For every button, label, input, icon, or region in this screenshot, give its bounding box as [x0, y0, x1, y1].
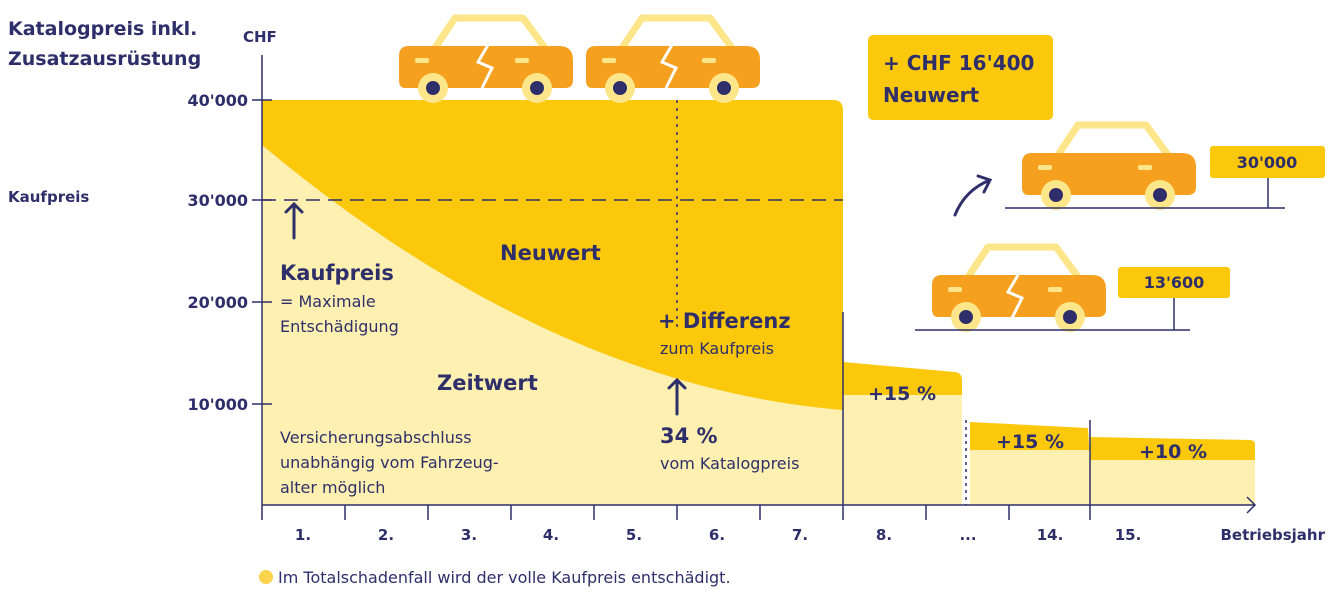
- x-tick-label: 14.: [1037, 526, 1064, 544]
- step-label: +10 %: [1139, 441, 1207, 463]
- price-label: 13'600: [1144, 273, 1205, 292]
- y-unit: CHF: [243, 28, 277, 46]
- step-area: [843, 395, 962, 505]
- price-label: 30'000: [1237, 153, 1298, 172]
- x-tick-label: ...: [959, 526, 976, 544]
- annotation-title: + Differenz: [658, 309, 791, 333]
- neuwert-box: [868, 35, 1053, 120]
- legend-dot: [259, 570, 273, 584]
- box-text: + CHF 16'400: [883, 51, 1034, 75]
- x-tick-label: 5.: [626, 526, 642, 544]
- x-tick-label: 1.: [295, 526, 311, 544]
- y-marker-label: Kaufpreis: [8, 188, 89, 206]
- step-label: +15 %: [868, 383, 936, 405]
- area-label: Zeitwert: [437, 371, 538, 395]
- area-label: Neuwert: [500, 241, 601, 265]
- x-tick-label: 3.: [461, 526, 477, 544]
- annotation: alter möglich: [280, 478, 385, 497]
- x-tick-label: 6.: [709, 526, 725, 544]
- step-area: [1090, 460, 1255, 505]
- footnote: Im Totalschadenfall wird der volle Kaufp…: [278, 568, 731, 587]
- annotation-title: 34 %: [660, 424, 718, 448]
- y-tick-label: 30'000: [187, 191, 248, 210]
- annotation: unabhängig vom Fahrzeug-: [280, 453, 499, 472]
- step-label: +15 %: [996, 431, 1064, 453]
- annotation: = Maximale: [280, 292, 376, 311]
- car-old: [932, 247, 1106, 332]
- annotation: vom Katalogpreis: [660, 454, 799, 473]
- car-new: [1022, 125, 1196, 210]
- car-crashed: [399, 18, 573, 103]
- annotation-title: Kaufpreis: [280, 261, 394, 285]
- box-text: Neuwert: [883, 83, 979, 107]
- car-crashed: [586, 18, 760, 103]
- infographic: Katalogpreis inkl. Zusatzausrüstung CHF …: [0, 0, 1343, 592]
- annotation: Versicherungsabschluss: [280, 428, 472, 447]
- y-title: Zusatzausrüstung: [8, 48, 201, 70]
- y-title: Katalogpreis inkl.: [8, 18, 197, 40]
- x-tick-label: 4.: [543, 526, 559, 544]
- x-tick-label: 2.: [378, 526, 394, 544]
- y-tick-label: 20'000: [187, 293, 248, 312]
- annotation: zum Kaufpreis: [660, 339, 774, 358]
- x-tick-label: 8.: [876, 526, 892, 544]
- x-label: Betriebsjahr: [1221, 526, 1326, 544]
- x-tick-label: 15.: [1115, 526, 1142, 544]
- x-tick-label: 7.: [792, 526, 808, 544]
- step-area: [970, 450, 1090, 505]
- y-tick-label: 40'000: [187, 91, 248, 110]
- y-tick-label: 10'000: [187, 395, 248, 414]
- annotation: Entschädigung: [280, 317, 399, 336]
